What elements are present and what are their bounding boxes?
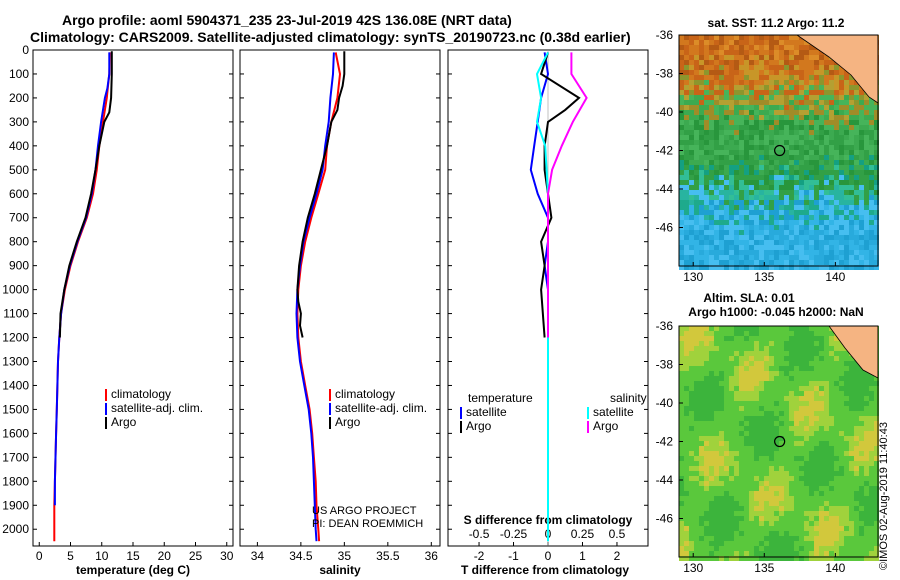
x-tick-label: 35 (338, 549, 352, 563)
series-line-satellite-adj-clim- (53, 52, 111, 506)
map-y-tick-label: -42 (656, 144, 674, 158)
x-tick-label: 20 (158, 549, 172, 563)
series-line-argo (58, 51, 113, 338)
legend-title: temperature (468, 391, 533, 405)
figure-title-line2: Climatology: CARS2009. Satellite-adjuste… (30, 29, 631, 45)
map-y-tick-label: -42 (656, 435, 674, 449)
y-tick-label: 1400 (2, 378, 29, 392)
x-axis-label: salinity (319, 563, 361, 577)
figure-title-line1: Argo profile: aoml 5904371_235 23-Jul-20… (62, 12, 512, 28)
y-tick-label: 2000 (2, 522, 29, 536)
x-axis-label: temperature (deg C) (76, 563, 190, 577)
legend-title: salinity (610, 391, 647, 405)
x-tick-label: 1 (579, 549, 586, 563)
y-tick-label: 1900 (2, 498, 29, 512)
legend-label: climatology (111, 387, 171, 401)
map-x-tick-label: 135 (754, 270, 774, 284)
map-y-tick-label: -46 (656, 221, 674, 235)
legend-label: Argo (335, 415, 361, 429)
argo-location-marker (774, 144, 786, 157)
x-tick-label: -1 (508, 549, 519, 563)
y-tick-label: 100 (9, 67, 29, 81)
legend-label: satellite (466, 405, 507, 419)
map-sst-map (678, 34, 879, 270)
y-tick-label: 1500 (2, 402, 29, 416)
map-title-line1: Altim. SLA: 0.01 (703, 291, 795, 305)
x-tick-label: 5 (67, 549, 74, 563)
series-line-t-satellite (529, 52, 550, 530)
series-line-s-argo (547, 52, 588, 338)
map-y-tick-label: -44 (656, 473, 674, 487)
y-tick-label: 500 (9, 163, 29, 177)
y-tick-label: 800 (9, 235, 29, 249)
x-tick-label: 15 (126, 549, 140, 563)
legend-label: satellite-adj. clim. (335, 401, 427, 415)
x-tick-label: 25 (189, 549, 203, 563)
x-tick-label: 35.5 (376, 549, 400, 563)
map-x-tick-label: 135 (754, 561, 774, 575)
map-x-tick-label: 140 (825, 561, 845, 575)
y-tick-label: 1300 (2, 354, 29, 368)
series-line-s-satellite (535, 51, 549, 542)
legend-label: Argo (466, 419, 492, 433)
y-tick-label: 400 (9, 139, 29, 153)
x-tick-label: 0 (36, 549, 43, 563)
y-tick-label: 1800 (2, 474, 29, 488)
x-tick-label: 0 (545, 549, 552, 563)
legend-label: Argo (111, 415, 137, 429)
series-line-climatology (296, 52, 342, 542)
x-axis-label: T difference from climatology (461, 563, 629, 577)
map-x-tick-label: 130 (683, 270, 703, 284)
y-tick-label: 600 (9, 187, 29, 201)
top-x-tick-label: 0.5 (609, 527, 626, 541)
legend-label: satellite (593, 405, 634, 419)
legend-label: satellite-adj. clim. (111, 401, 203, 415)
map-y-tick-label: -40 (656, 396, 674, 410)
y-tick-label: 0 (22, 43, 29, 57)
credit-line2: PI: DEAN ROEMMICH (312, 518, 424, 530)
x-tick-label: 36 (425, 549, 439, 563)
map-sla-map (678, 325, 879, 561)
credit-line1: US ARGO PROJECT (312, 505, 417, 517)
map-title-line2: Argo h1000: -0.045 h2000: NaN (688, 305, 863, 319)
x-tick-label: 2 (614, 549, 621, 563)
y-tick-label: 1000 (2, 283, 29, 297)
map-y-tick-label: -36 (656, 28, 674, 42)
series-line-t-argo (539, 52, 581, 338)
map-x-tick-label: 130 (683, 561, 703, 575)
top-x-tick-label: -0.25 (500, 527, 528, 541)
map-y-tick-label: -40 (656, 105, 674, 119)
y-tick-label: 1200 (2, 331, 29, 345)
map-y-tick-label: -46 (656, 512, 674, 526)
series-line-satellite-adj-clim- (295, 52, 335, 542)
y-tick-label: 200 (9, 91, 29, 105)
y-tick-label: 300 (9, 115, 29, 129)
x-tick-label: 34 (251, 549, 265, 563)
map-y-tick-label: -44 (656, 182, 674, 196)
panel-frame-salinity (239, 49, 441, 547)
legend-label: Argo (593, 419, 619, 433)
argo-location-marker (774, 435, 786, 448)
series-line-argo (296, 51, 346, 338)
y-tick-label: 1700 (2, 450, 29, 464)
x-tick-label: 30 (220, 549, 234, 563)
x-tick-label: 34.5 (289, 549, 313, 563)
legend-label: climatology (335, 387, 395, 401)
map-y-tick-label: -38 (656, 358, 674, 372)
map-title: sat. SST: 11.2 Argo: 11.2 (708, 16, 845, 30)
top-x-tick-label: 0.25 (571, 527, 595, 541)
map-y-tick-label: -38 (656, 67, 674, 81)
x-tick-label: -2 (474, 549, 485, 563)
y-tick-label: 1100 (3, 307, 29, 321)
y-tick-label: 1600 (2, 426, 29, 440)
y-tick-label: 900 (9, 259, 29, 273)
x-tick-label: 10 (95, 549, 109, 563)
y-tick-label: 700 (9, 211, 29, 225)
top-x-tick-label: -0.5 (469, 527, 490, 541)
map-x-tick-label: 140 (825, 270, 845, 284)
map-y-tick-label: -36 (656, 319, 674, 333)
imos-watermark: ©IMOS 02-Aug-2019 11:40:43 (878, 422, 890, 570)
